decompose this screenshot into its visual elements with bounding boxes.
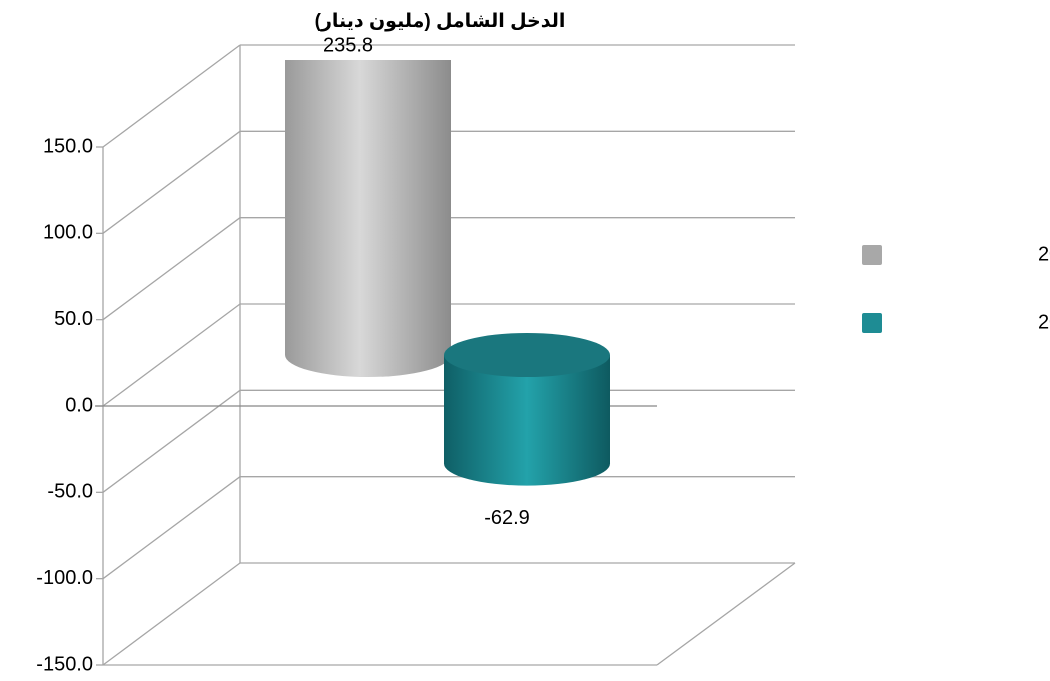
grid-line	[102, 303, 241, 407]
grid-line	[102, 217, 241, 321]
grid-line	[102, 476, 241, 580]
cylinder-top	[444, 333, 610, 377]
plot	[285, 60, 610, 486]
grid-line	[102, 389, 241, 493]
cylinder-body	[285, 60, 451, 356]
y-tick-label: 0.0	[65, 394, 93, 416]
legend-label: حزيران 2020	[1038, 311, 1050, 333]
chart-title: الدخل الشامل (مليون دينار)	[315, 11, 566, 32]
legend-swatch	[862, 313, 882, 333]
y-tick-label: 150.0	[43, 135, 93, 157]
floor-edge	[656, 562, 796, 666]
grid-line	[102, 130, 241, 234]
y-tick-label: -100.0	[36, 567, 93, 589]
legend-label: حزيران 2019	[1038, 243, 1050, 265]
data-label: -62.9	[484, 507, 530, 529]
y-tick-label: 50.0	[54, 308, 93, 330]
y-tick-label: 100.0	[43, 222, 93, 244]
y-tick-label: -50.0	[47, 481, 93, 503]
data-label: 235.8	[323, 34, 373, 56]
y-tick-label: -150.0	[36, 653, 93, 675]
grid-line	[102, 562, 241, 666]
grid-line	[102, 44, 241, 148]
legend-swatch	[862, 245, 882, 265]
